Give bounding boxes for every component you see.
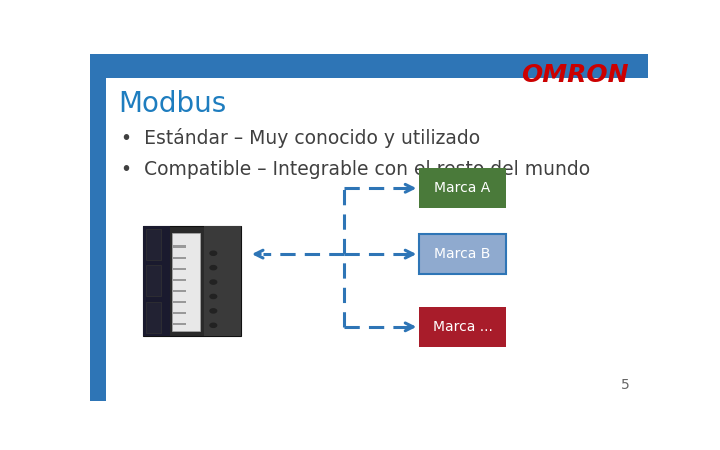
Text: 5: 5 <box>621 378 629 392</box>
Text: Marca A: Marca A <box>434 181 490 195</box>
FancyBboxPatch shape <box>143 225 171 337</box>
Text: •  Compatible – Integrable con el resto del mundo: • Compatible – Integrable con el resto d… <box>121 160 590 179</box>
FancyBboxPatch shape <box>106 54 648 78</box>
Text: Marca B: Marca B <box>434 247 490 261</box>
FancyBboxPatch shape <box>204 225 240 337</box>
Text: OMRON: OMRON <box>521 63 629 87</box>
FancyBboxPatch shape <box>145 266 161 297</box>
Polygon shape <box>90 54 106 400</box>
FancyBboxPatch shape <box>174 323 186 325</box>
FancyBboxPatch shape <box>174 256 186 259</box>
FancyBboxPatch shape <box>419 168 505 208</box>
Circle shape <box>210 251 217 255</box>
Circle shape <box>210 266 217 270</box>
FancyBboxPatch shape <box>174 301 186 303</box>
FancyBboxPatch shape <box>145 302 161 333</box>
Text: Modbus: Modbus <box>118 90 226 118</box>
FancyBboxPatch shape <box>145 229 161 260</box>
FancyBboxPatch shape <box>174 246 186 248</box>
Circle shape <box>210 309 217 313</box>
Circle shape <box>210 323 217 328</box>
Text: Marca ...: Marca ... <box>433 320 492 334</box>
FancyBboxPatch shape <box>419 234 505 274</box>
FancyBboxPatch shape <box>419 307 505 347</box>
Circle shape <box>210 294 217 298</box>
FancyBboxPatch shape <box>172 233 199 331</box>
Circle shape <box>210 280 217 284</box>
Text: •  Estándar – Muy conocido y utilizado: • Estándar – Muy conocido y utilizado <box>121 129 480 148</box>
FancyBboxPatch shape <box>143 225 240 337</box>
FancyBboxPatch shape <box>174 312 186 314</box>
FancyBboxPatch shape <box>174 290 186 292</box>
FancyBboxPatch shape <box>174 268 186 270</box>
FancyBboxPatch shape <box>174 279 186 281</box>
